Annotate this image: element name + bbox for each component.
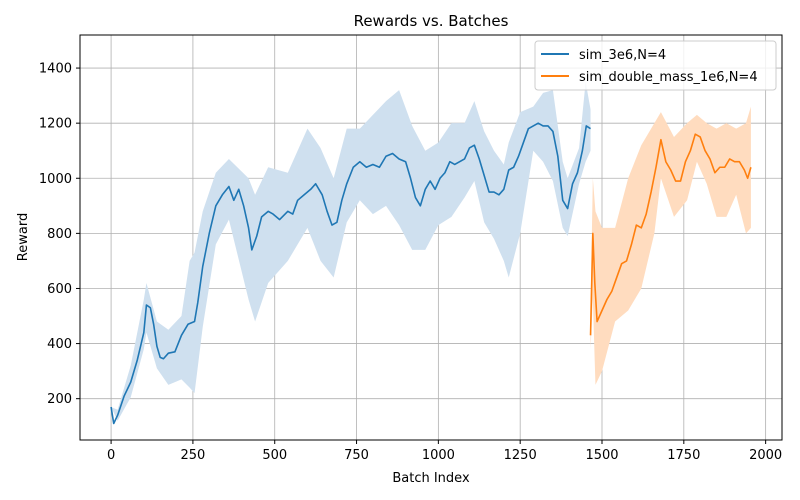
x-tick-label: 1250 [504,448,537,463]
series-1-band [590,106,751,385]
legend: sim_3e6,N=4 sim_double_mass_1e6,N=4 [534,40,777,91]
series-0-band [111,81,591,421]
legend-box [534,40,777,91]
plot-area-frame [79,34,783,441]
series-0-line [110,122,591,425]
y-tick-label: 800 [47,227,72,242]
y-tick-label: 400 [47,337,72,352]
x-tick-label: 250 [180,448,205,463]
x-tick-label: 1000 [422,448,455,463]
y-tick-label: 1400 [39,62,72,77]
series-1-line [589,133,752,336]
x-tick-label: 1750 [667,448,700,463]
y-tick-label: 600 [47,282,72,297]
x-tick-label: 1500 [585,448,618,463]
x-axis-title: Batch Index [392,471,470,486]
y-axis-title: Reward [16,213,31,261]
y-tick-label: 1000 [39,172,72,187]
legend-label-0: sim_3e6,N=4 [579,48,666,63]
y-tick-label: 1200 [39,117,72,132]
chart-title: Rewards vs. Batches [354,12,509,30]
x-tick-label: 0 [107,448,115,463]
y-tick-label: 200 [47,392,72,407]
confidence-bands [111,81,751,421]
legend-label-1: sim_double_mass_1e6,N=4 [579,70,758,85]
x-tick-label: 500 [262,448,287,463]
x-tick-label: 750 [344,448,369,463]
x-tick-label: 2000 [749,448,782,463]
axis-ticks: 0 250 500 750 1000 1250 1500 1750 2000 200 400 600 8… [39,62,782,463]
series-lines [110,122,752,425]
